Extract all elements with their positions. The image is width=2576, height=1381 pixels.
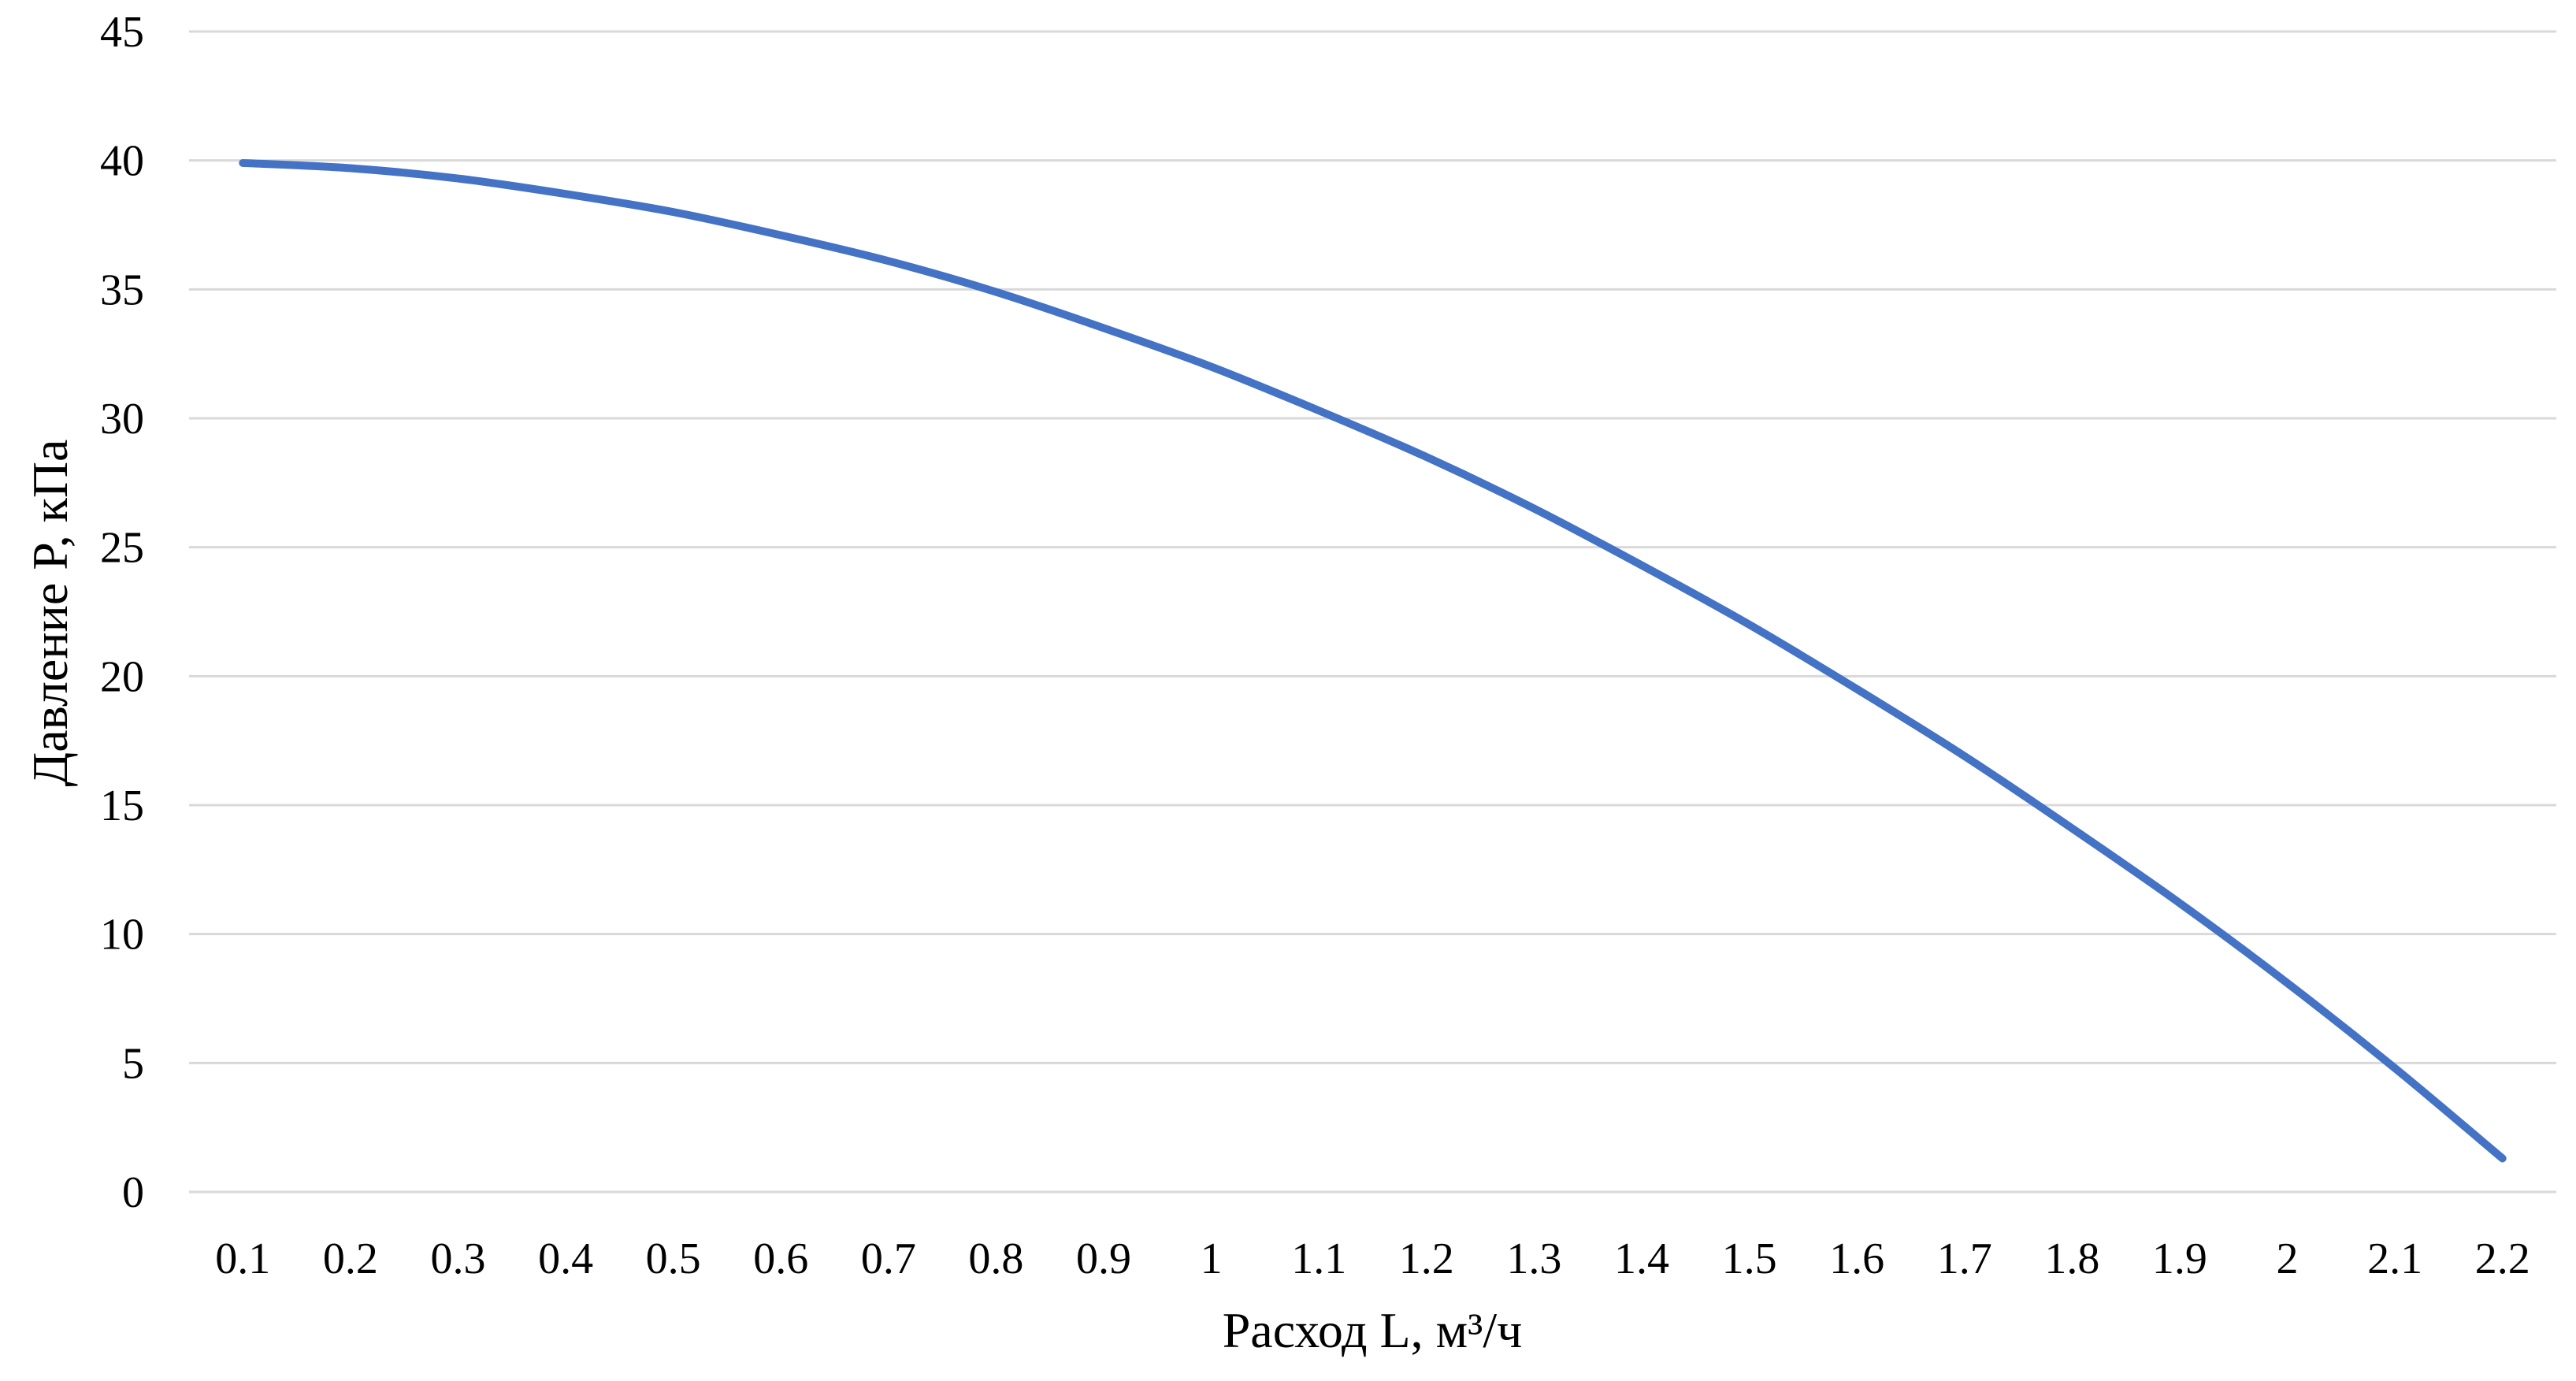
x-tick-label: 0.3: [430, 1234, 485, 1283]
y-tick-label: 35: [100, 265, 144, 314]
x-axis-title: Расход L, м³/ч: [1223, 1302, 1523, 1358]
x-tick-label: 0.8: [968, 1234, 1023, 1283]
y-tick-label: 10: [100, 911, 144, 960]
x-tick-label: 2.1: [2367, 1234, 2422, 1283]
x-tick-label: 0.9: [1076, 1234, 1131, 1283]
x-tick-label: 2.2: [2475, 1234, 2530, 1283]
x-tick-label: 1.5: [1722, 1234, 1777, 1283]
x-tick-label: 0.6: [753, 1234, 808, 1283]
gridlines: [189, 30, 2556, 1194]
x-tick-label: 2: [2277, 1234, 2299, 1283]
series-line: [239, 158, 2507, 1163]
x-tick-label: 1.2: [1399, 1234, 1454, 1283]
x-tick-label: 0.4: [538, 1234, 593, 1283]
x-tick-label: 1.1: [1291, 1234, 1346, 1283]
y-tick-label: 45: [100, 8, 144, 57]
y-tick-label: 40: [100, 137, 144, 186]
x-tick-label: 1.4: [1614, 1234, 1669, 1283]
x-tick-label: 1: [1201, 1234, 1223, 1283]
y-axis-title: Давление P, кПа: [22, 440, 78, 787]
x-tick-label: 0.1: [215, 1234, 270, 1283]
x-tick-label: 0.7: [861, 1234, 916, 1283]
x-tick-label: 1.7: [1937, 1234, 1992, 1283]
x-axis-ticks: 0.1 0.2 0.3 0.4 0.5 0.6 0.7 0.8 0.9 1 1.1 1.2 1.3 1.4…: [215, 1234, 2530, 1283]
y-tick-label: 15: [100, 781, 144, 830]
x-tick-label: 1.6: [1829, 1234, 1884, 1283]
y-tick-label: 0: [122, 1168, 144, 1217]
x-tick-label: 1.9: [2152, 1234, 2207, 1283]
y-tick-label: 5: [122, 1039, 144, 1088]
x-tick-label: 1.8: [2044, 1234, 2099, 1283]
y-tick-label: 30: [100, 395, 144, 444]
y-tick-label: 25: [100, 524, 144, 573]
x-tick-label: 0.2: [323, 1234, 378, 1283]
x-tick-label: 0.5: [646, 1234, 701, 1283]
x-tick-label: 1.3: [1506, 1234, 1561, 1283]
series-layer: [239, 158, 2507, 1163]
y-tick-label: 20: [100, 652, 144, 701]
y-axis-ticks: 0 5 10 15 20 25 30 35 40 45: [100, 8, 144, 1217]
